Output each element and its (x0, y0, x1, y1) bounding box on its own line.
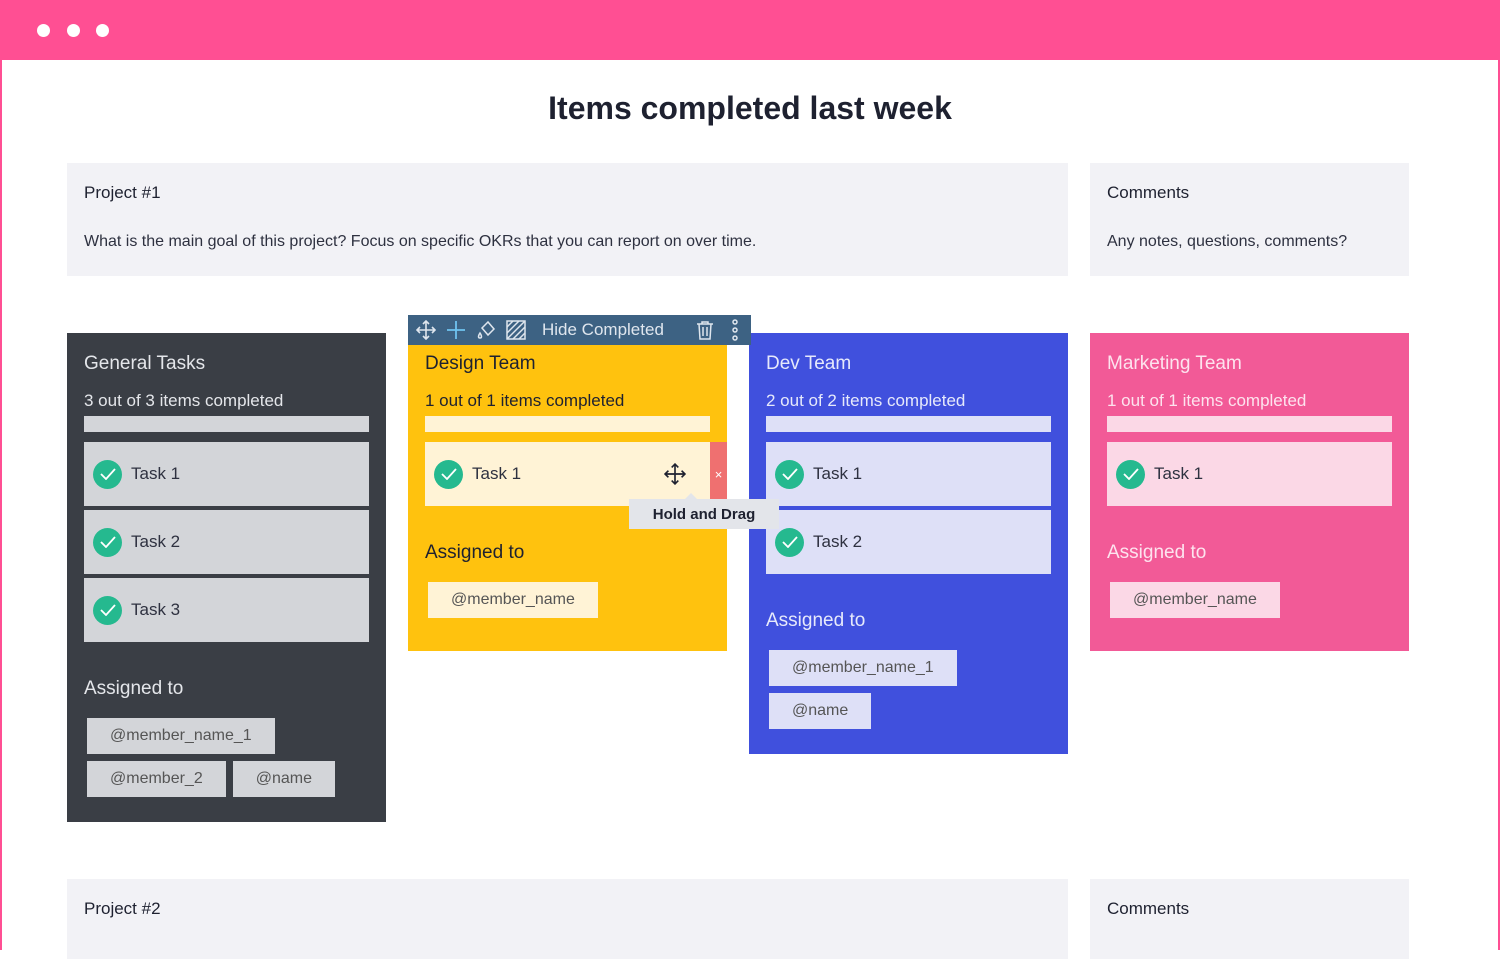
card-title[interactable]: Marketing Team (1107, 353, 1242, 374)
member-tag[interactable]: @name (769, 693, 872, 729)
trash-icon[interactable] (693, 318, 717, 342)
task-label: Task 2 (131, 532, 181, 551)
progress-bar (425, 416, 710, 432)
task-item[interactable]: Task 1 (84, 442, 369, 506)
task-label: Task 3 (131, 600, 181, 619)
task-item[interactable]: Task 2 (766, 510, 1051, 574)
assigned-to-label: Assigned to (1107, 542, 1207, 563)
card-design-team[interactable]: Design Team 1 out of 1 items completed Tas… (408, 345, 727, 651)
card-dev-team[interactable]: Dev Team 2 out of 2 items completed Task 1… (749, 333, 1068, 754)
task-label: Task 1 (813, 464, 863, 483)
task-item[interactable]: Task 2 (84, 510, 369, 574)
project-2-panel[interactable]: Project #2 (67, 879, 1068, 959)
card-title[interactable]: General Tasks (84, 353, 206, 374)
more-vertical-icon[interactable] (723, 318, 747, 342)
check-circle-icon[interactable] (1116, 459, 1145, 489)
card-title[interactable]: Design Team (425, 353, 536, 374)
project-1-panel[interactable]: Project #1 What is the main goal of this… (67, 163, 1068, 276)
task-label: Task 1 (472, 464, 522, 483)
window-dot-maximize[interactable] (96, 24, 109, 37)
task-item[interactable]: Task 1 × (425, 442, 727, 506)
member-tag[interactable]: @name (232, 761, 335, 797)
window-dot-close[interactable] (37, 24, 50, 37)
check-circle-icon[interactable] (775, 527, 804, 557)
plus-icon[interactable] (444, 318, 468, 342)
card-marketing-team[interactable]: Marketing Team 1 out of 1 items completed… (1090, 333, 1409, 651)
comments-2-panel[interactable]: Comments (1090, 879, 1409, 959)
window-titlebar (0, 0, 1500, 60)
task-item[interactable]: Task 3 (84, 578, 369, 642)
member-tag[interactable]: @member_name_1 (769, 650, 957, 686)
check-circle-icon[interactable] (93, 527, 122, 557)
progress-bar (1107, 416, 1392, 432)
check-circle-icon[interactable] (775, 459, 804, 489)
project-heading: Project #1 (84, 183, 161, 202)
task-item[interactable]: Task 1 (1107, 442, 1392, 506)
progress-bar (766, 416, 1051, 432)
progress-text: 1 out of 1 items completed (1107, 391, 1307, 410)
check-circle-icon[interactable] (93, 595, 122, 625)
card-general-tasks[interactable]: General Tasks 3 out of 3 items completed T… (67, 333, 386, 822)
comments-heading: Comments (1107, 899, 1190, 918)
move-icon[interactable] (414, 318, 438, 342)
hatch-pattern-icon[interactable] (504, 318, 528, 342)
progress-fill (766, 416, 1051, 432)
window-frame (0, 60, 1500, 950)
progress-fill (1107, 416, 1392, 432)
comments-1-panel[interactable]: Comments Any notes, questions, comments? (1090, 163, 1409, 276)
task-label: Task 1 (1154, 464, 1204, 483)
delete-task-button[interactable]: × (710, 442, 727, 506)
card-toolbar: Hide Completed (408, 315, 751, 345)
drag-handle-icon[interactable] (663, 462, 687, 490)
comments-text[interactable]: Any notes, questions, comments? (1107, 233, 1348, 250)
member-tags: @member_name (425, 582, 710, 618)
page-title: Items completed last week (548, 90, 952, 126)
member-tag[interactable]: @member_name_1 (87, 718, 275, 754)
hide-completed-button[interactable]: Hide Completed (542, 320, 664, 339)
progress-bar (84, 416, 369, 432)
assigned-to-label: Assigned to (425, 542, 525, 563)
assigned-to-label: Assigned to (766, 610, 866, 631)
paint-bucket-icon[interactable] (474, 318, 498, 342)
progress-fill (84, 416, 369, 432)
member-tags: @member_name_1 @name (766, 650, 1051, 729)
assigned-to-label: Assigned to (84, 678, 184, 699)
project-description[interactable]: What is the main goal of this project? F… (84, 233, 757, 250)
member-tag[interactable]: @member_2 (87, 761, 226, 797)
member-tag[interactable]: @member_name (428, 582, 598, 618)
window-dot-minimize[interactable] (67, 24, 80, 37)
member-tags: @member_name (1107, 582, 1392, 618)
project-heading: Project #2 (84, 899, 161, 918)
progress-fill (425, 416, 710, 432)
comments-heading: Comments (1107, 183, 1190, 202)
progress-text: 2 out of 2 items completed (766, 391, 966, 410)
progress-text: 3 out of 3 items completed (84, 391, 284, 410)
card-title[interactable]: Dev Team (766, 353, 852, 374)
task-label: Task 1 (131, 464, 181, 483)
task-label: Task 2 (813, 532, 863, 551)
progress-text: 1 out of 1 items completed (425, 391, 625, 410)
check-circle-icon[interactable] (434, 459, 463, 489)
drag-tooltip: Hold and Drag (629, 493, 779, 529)
member-tags: @member_name_1 @member_2 @name (84, 718, 369, 797)
check-circle-icon[interactable] (93, 459, 122, 489)
task-item[interactable]: Task 1 (766, 442, 1051, 506)
member-tag[interactable]: @member_name (1110, 582, 1280, 618)
